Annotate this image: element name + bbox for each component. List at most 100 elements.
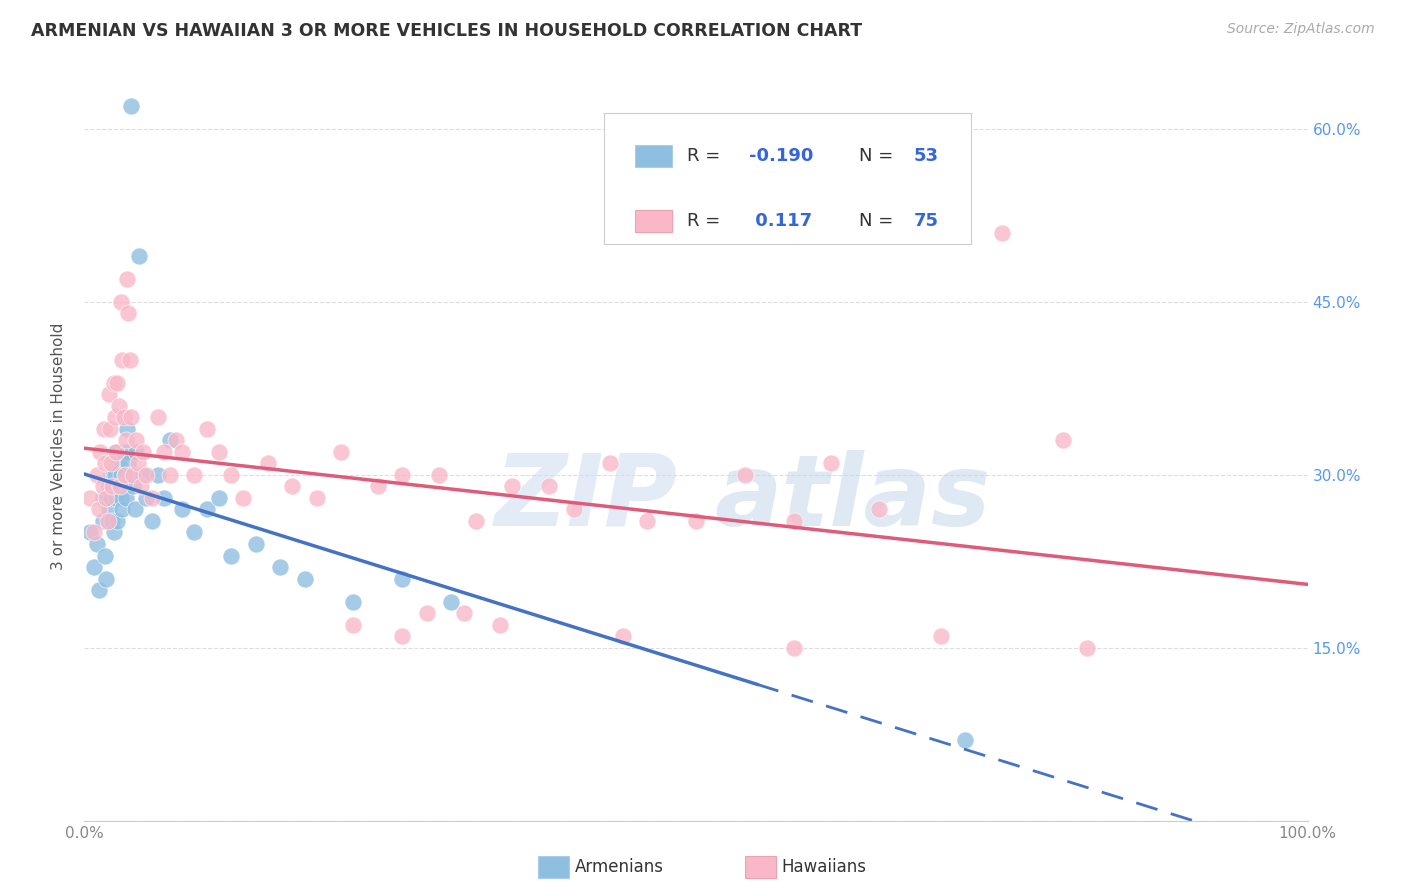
Point [538,479,561,493]
Point [636,514,658,528]
Point [685,514,707,528]
Point [183,525,205,540]
Text: R =: R = [688,212,727,230]
Point [101,514,124,528]
Point [330,444,353,458]
Point [114,467,136,482]
Text: Armenians: Armenians [575,858,664,876]
Point [111,352,134,367]
Point [98,422,121,436]
Text: Source: ZipAtlas.com: Source: ZipAtlas.com [1227,22,1375,37]
Point [294,572,316,586]
Point [416,606,439,620]
Point [115,272,138,286]
Point [115,491,138,505]
Point [122,467,145,482]
FancyBboxPatch shape [636,210,672,233]
Point [91,514,114,528]
Point [208,491,231,505]
Point [83,560,105,574]
Point [367,479,389,493]
Point [100,467,122,482]
Point [91,491,114,505]
Point [159,467,181,482]
Point [97,479,120,493]
Y-axis label: 3 or more Vehicles in Household: 3 or more Vehicles in Household [51,322,66,570]
Point [110,294,132,309]
Point [165,434,187,448]
Point [104,410,127,425]
Point [1052,434,1074,448]
Point [104,444,127,458]
Point [464,514,486,528]
Point [125,444,148,458]
Point [125,434,148,448]
Point [112,444,135,458]
Point [929,629,952,643]
Text: N =: N = [859,212,898,230]
Text: N =: N = [859,147,898,165]
Point [219,549,242,563]
Point [97,387,120,401]
Point [114,467,136,482]
Point [89,444,111,458]
Text: 53: 53 [914,147,939,165]
Point [105,514,128,528]
Point [153,491,176,505]
Point [427,467,450,482]
Point [172,502,194,516]
Point [183,467,205,482]
Point [107,456,129,470]
Point [124,502,146,516]
Point [783,514,806,528]
FancyBboxPatch shape [636,145,672,168]
Point [94,456,117,470]
Point [97,502,120,516]
Point [117,456,139,470]
Point [100,456,122,470]
Point [502,479,524,493]
Point [305,491,328,505]
Text: Hawaiians: Hawaiians [782,858,866,876]
Point [117,306,139,320]
Point [489,617,512,632]
Point [105,444,128,458]
Point [953,733,976,747]
Point [195,502,218,516]
Point [562,502,585,516]
Point [129,479,152,493]
Point [269,560,291,574]
Point [110,491,132,505]
Point [120,99,142,113]
Point [118,467,141,482]
Point [257,456,280,470]
Point [111,502,134,516]
Point [146,467,169,482]
Point [86,537,108,551]
Point [132,467,155,482]
Point [79,491,101,505]
Point [132,444,155,458]
Point [135,491,157,505]
Point [172,444,194,458]
Point [115,434,138,448]
Point [440,594,463,608]
Text: atlas: atlas [714,450,991,547]
Point [153,444,176,458]
Text: ARMENIAN VS HAWAIIAN 3 OR MORE VEHICLES IN HOUSEHOLD CORRELATION CHART: ARMENIAN VS HAWAIIAN 3 OR MORE VEHICLES … [31,22,862,40]
Point [97,514,120,528]
Point [146,410,169,425]
Point [105,491,128,505]
Point [232,491,254,505]
Point [110,467,132,482]
Point [103,376,125,390]
Point [208,444,231,458]
Point [783,640,806,655]
Point [101,479,124,493]
Point [105,376,128,390]
Point [391,467,413,482]
Point [141,491,163,505]
Point [1076,640,1098,655]
Point [599,456,621,470]
Point [96,491,118,505]
